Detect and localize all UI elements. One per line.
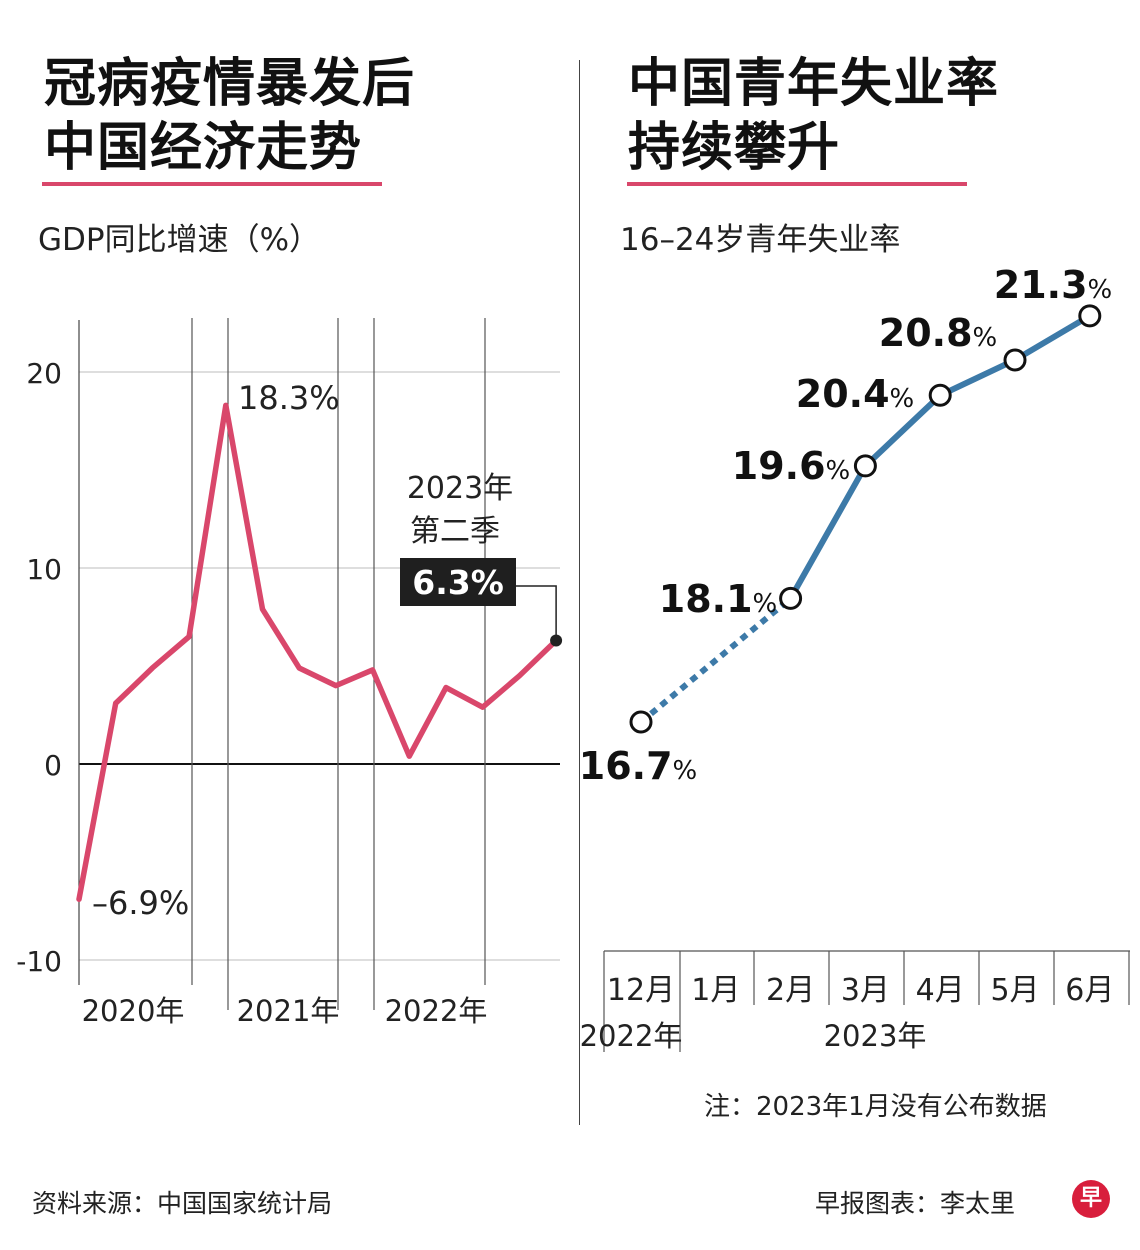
gdp-title-line2: 中国经济走势: [44, 118, 363, 178]
gdp-data-point: [518, 675, 520, 677]
gdp-title-underline: [42, 182, 382, 186]
gdp-series-line: [76, 402, 559, 902]
gdp-data-point: [78, 898, 80, 900]
ue-value-label: 19.6%: [732, 444, 850, 488]
gdp-data-point: [408, 755, 410, 757]
ue-year-label: 2022年: [580, 1019, 683, 1053]
gdp-line-chart: -10 0 10 20 2020年 2021年 2022年 –6.9% 18.3% 2023年第二…: [16, 318, 563, 1028]
ue-data-point: [779, 586, 803, 610]
gdp-year-label: 2020年: [82, 994, 185, 1028]
gdp-year-label: 2022年: [385, 994, 488, 1028]
ue-data-point: [1078, 304, 1102, 328]
graphic-credit: 早报图表：李太里: [815, 1189, 1016, 1218]
panel-divider: [579, 60, 580, 1125]
zaobao-logo-icon: 早: [1072, 1180, 1110, 1218]
ue-data-point: [629, 710, 653, 734]
gdp-latest-period-line1: 2023年: [407, 471, 513, 506]
gdp-data-point: [482, 706, 484, 708]
gdp-data-point: [298, 667, 300, 669]
gdp-latest-value-box: [400, 558, 516, 606]
ue-data-point: [1003, 348, 1027, 372]
unemployment-line-chart: 12月 1月 2月 3月 4月 5月 6月 2022年 2023年 16.7% 18.1% 19.6%…: [579, 263, 1130, 1053]
gdp-y-tick-label: 10: [26, 553, 62, 586]
gdp-latest-period-line2: 第二季: [410, 514, 500, 549]
gdp-max-label: 18.3%: [238, 379, 340, 417]
gdp-y-tick-label: 20: [26, 357, 62, 390]
gdp-data-point: [115, 702, 117, 704]
gdp-latest-value-label: 6.3%: [412, 563, 504, 602]
unemployment-title-underline: [627, 182, 967, 186]
gdp-data-point: [262, 608, 263, 610]
gdp-y-tick-label: -10: [16, 945, 62, 978]
ue-value-label: 20.8%: [879, 311, 997, 355]
unemployment-title-line1: 中国青年失业率: [628, 54, 1000, 114]
data-source: 资料来源：中国国家统计局: [32, 1189, 333, 1218]
ue-x-tick-label: 5月: [990, 973, 1039, 1008]
ue-value-label: 20.4%: [796, 372, 914, 416]
unemployment-title-line2: 持续攀升: [628, 118, 841, 178]
unemployment-note: 注：2023年1月没有公布数据: [704, 1092, 1047, 1122]
gdp-data-point: [335, 685, 337, 687]
ue-x-tick-label: 3月: [841, 973, 890, 1008]
ue-x-tick-label: 2月: [766, 973, 815, 1008]
gdp-year-label: 2021年: [237, 994, 340, 1028]
gdp-data-point: [151, 667, 153, 669]
gdp-data-point: [445, 687, 447, 689]
gdp-data-point: [372, 669, 374, 671]
gdp-y-tick-label: 0: [44, 749, 62, 782]
gdp-min-label: –6.9%: [92, 884, 189, 922]
gdp-chart-title: 冠病疫情暴发后 中国经济走势: [44, 52, 415, 180]
ue-x-tick-label: 12月: [607, 973, 675, 1008]
ue-data-point: [853, 454, 877, 478]
unemployment-chart-subtitle: 16–24岁青年失业率: [620, 222, 901, 258]
gdp-chart-subtitle: GDP同比增速（%）: [38, 222, 321, 258]
ue-value-label: 21.3%: [994, 263, 1112, 307]
gdp-data-point: [225, 404, 227, 406]
ue-x-tick-label: 6月: [1065, 973, 1114, 1008]
unemployment-chart-title: 中国青年失业率 持续攀升: [628, 52, 999, 180]
ue-data-point: [928, 383, 952, 407]
ue-gap-segment: [639, 596, 793, 725]
gdp-data-point: [188, 636, 190, 638]
ue-year-label: 2023年: [824, 1019, 927, 1053]
gdp-callout-leader: [516, 585, 557, 641]
ue-value-label: 16.7%: [579, 744, 697, 788]
ue-value-label: 18.1%: [659, 577, 777, 621]
ue-x-tick-label: 4月: [916, 973, 965, 1008]
gdp-title-line1: 冠病疫情暴发后: [44, 54, 416, 114]
ue-x-tick-label: 1月: [691, 973, 740, 1008]
